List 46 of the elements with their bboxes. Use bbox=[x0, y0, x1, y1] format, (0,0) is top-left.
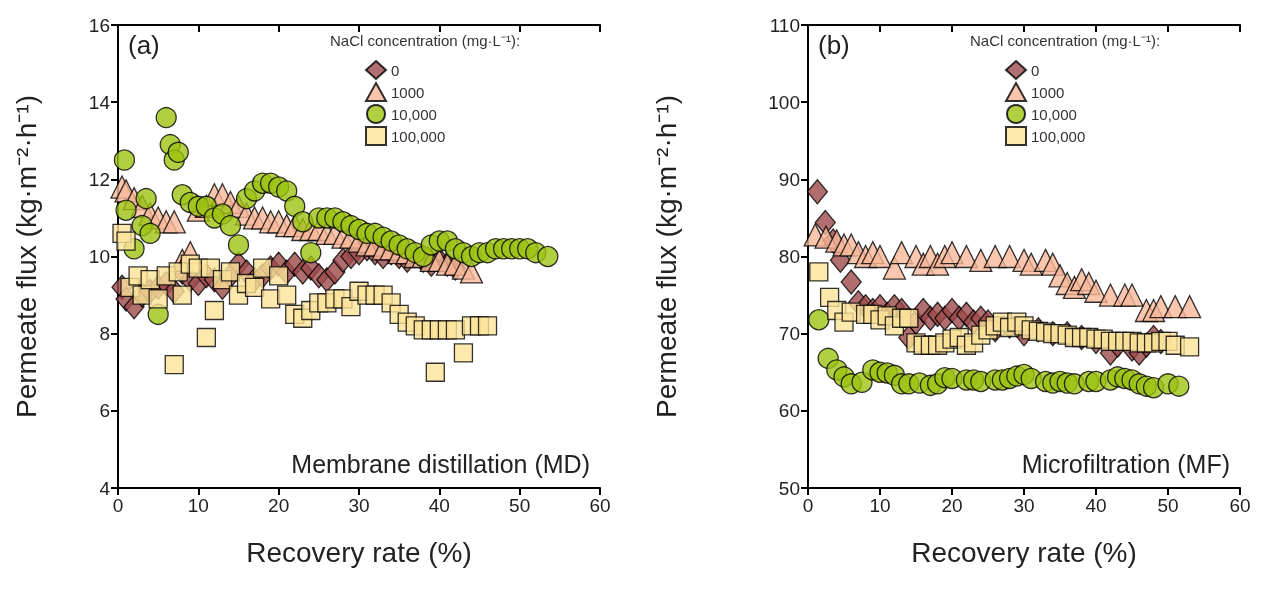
y-axis-title: Permeate flux (kg·m⁻²·h⁻¹) bbox=[10, 95, 42, 418]
y-tick-label: 6 bbox=[99, 400, 110, 422]
x-tick-label: 60 bbox=[589, 495, 611, 516]
y-tick-label: 14 bbox=[88, 91, 111, 113]
legend-title: NaCl concentration (mg·L⁻¹): bbox=[970, 32, 1161, 49]
x-tick-label: 40 bbox=[428, 495, 450, 516]
x-tick-label: 20 bbox=[941, 495, 963, 516]
annotation: Membrane distillation (MD) bbox=[291, 449, 591, 478]
y-tick-label: 10 bbox=[88, 246, 110, 267]
x-tick-label: 40 bbox=[1085, 495, 1107, 516]
x-tick-label: 0 bbox=[112, 495, 124, 516]
legend-label: 100,000 bbox=[1031, 127, 1086, 145]
legend-label: 10,000 bbox=[391, 105, 437, 123]
x-tick-label: 30 bbox=[1013, 495, 1035, 516]
y-tick-label: 4 bbox=[99, 477, 111, 499]
legend-title: NaCl concentration (mg·L⁻¹): bbox=[330, 32, 521, 49]
x-tick-label: 10 bbox=[187, 495, 209, 516]
legend-label: 1000 bbox=[391, 83, 425, 101]
y-tick-label: 12 bbox=[88, 168, 110, 190]
legend-label: 0 bbox=[391, 61, 400, 79]
annotation: (a) bbox=[128, 30, 160, 60]
x-tick-label: 30 bbox=[348, 495, 370, 516]
y-tick-label: 90 bbox=[778, 168, 800, 190]
y-tick-label: 16 bbox=[88, 14, 110, 36]
legend-label: 100,000 bbox=[391, 127, 446, 145]
x-tick-label: 60 bbox=[1229, 495, 1251, 516]
annotation: Microfiltration (MF) bbox=[1021, 449, 1231, 478]
x-axis-title: Recovery rate (%) bbox=[911, 536, 1137, 568]
x-tick-label: 0 bbox=[802, 495, 814, 516]
y-axis-title: Permeate flux (kg·m⁻²·h⁻¹) bbox=[650, 95, 682, 418]
y-tick-label: 8 bbox=[99, 323, 110, 345]
y-tick-label: 100 bbox=[768, 91, 800, 113]
y-tick-label: 70 bbox=[778, 323, 800, 345]
annotation: (b) bbox=[818, 30, 850, 60]
y-tick-label: 50 bbox=[778, 477, 800, 499]
y-tick-label: 80 bbox=[778, 246, 800, 267]
x-tick-label: 50 bbox=[509, 495, 531, 516]
x-tick-label: 10 bbox=[869, 495, 891, 516]
x-tick-label: 50 bbox=[1157, 495, 1179, 516]
legend-label: 0 bbox=[1031, 61, 1040, 79]
legend-label: 1000 bbox=[1031, 83, 1065, 101]
x-axis-title: Recovery rate (%) bbox=[246, 536, 472, 568]
y-tick-label: 60 bbox=[778, 400, 800, 422]
legend-label: 10,000 bbox=[1031, 105, 1077, 123]
x-tick-label: 20 bbox=[268, 495, 290, 516]
y-tick-label: 110 bbox=[769, 14, 800, 36]
